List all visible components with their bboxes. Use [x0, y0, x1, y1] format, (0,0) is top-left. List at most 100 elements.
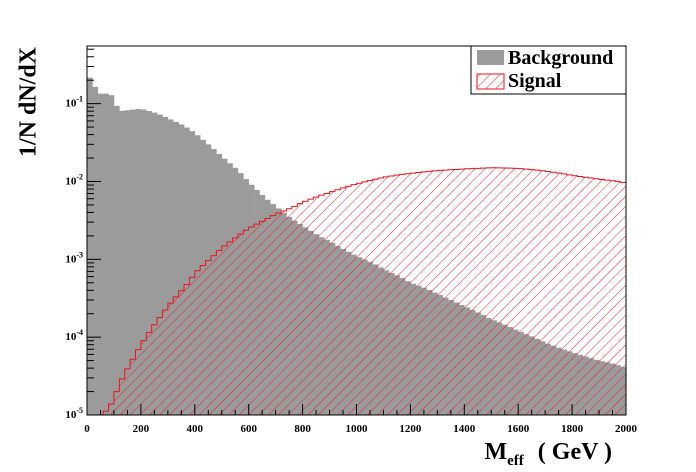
- signal-bar: [496, 167, 503, 415]
- signal-bar: [243, 230, 249, 415]
- legend: Background Signal: [470, 45, 627, 95]
- signal-bar: [577, 176, 584, 415]
- signal-bar: [275, 213, 282, 415]
- signal-bar: [307, 199, 314, 415]
- background-bar: [130, 109, 136, 416]
- signal-bar: [518, 168, 524, 415]
- signal-bar: [329, 191, 336, 415]
- x-tick-label: 1200: [399, 423, 422, 435]
- signal-bar: [561, 173, 568, 415]
- signal-bar: [599, 179, 605, 415]
- signal-bar: [232, 237, 239, 415]
- signal-bar: [205, 260, 212, 415]
- signal-bar: [620, 182, 627, 415]
- signal-bar: [415, 172, 422, 415]
- signal-bar: [248, 226, 255, 415]
- background-bar: [103, 93, 109, 416]
- signal-bar: [356, 183, 363, 415]
- signal-outline: [102, 167, 627, 415]
- signal-bar: [555, 173, 562, 415]
- signal-series: [103, 167, 627, 415]
- signal-bar: [184, 284, 190, 415]
- signal-bar: [178, 290, 185, 415]
- signal-bar: [464, 168, 470, 415]
- x-tick-label: 0: [84, 423, 90, 435]
- signal-bar: [485, 167, 492, 415]
- signal-bar: [388, 176, 395, 415]
- y-axis: 10-5 10-4 10-3 10-2 10-1: [65, 48, 101, 421]
- signal-bar: [566, 174, 573, 415]
- legend-label-background: Background: [508, 47, 613, 69]
- signal-bar: [173, 296, 179, 415]
- signal-bar: [405, 173, 411, 415]
- signal-bar: [378, 177, 384, 415]
- signal-bar: [259, 221, 266, 415]
- signal-bar: [545, 171, 551, 415]
- x-axis: 0 200 400 600 800 1000 1200 1400 1600 1800 2000: [84, 404, 638, 435]
- signal-bar: [458, 169, 465, 415]
- signal-bar: [367, 180, 373, 415]
- signal-bar: [588, 178, 594, 415]
- signal-bar: [313, 197, 320, 415]
- signal-bar: [130, 359, 136, 415]
- background-bar: [140, 109, 147, 416]
- background-bar: [184, 127, 190, 416]
- signal-bar: [113, 391, 120, 415]
- signal-bar: [324, 193, 330, 415]
- signal-bar: [157, 317, 163, 415]
- signal-bar: [108, 403, 115, 415]
- signal-bar: [162, 309, 169, 415]
- signal-bar: [227, 241, 233, 415]
- signal-bar: [604, 180, 611, 415]
- signal-bar: [383, 176, 390, 415]
- signal-bar: [119, 378, 126, 415]
- signal-bar: [502, 167, 508, 415]
- signal-bar: [194, 270, 201, 415]
- background-bar: [119, 110, 126, 415]
- x-axis-title-main: M: [484, 439, 507, 465]
- signal-bar: [151, 324, 158, 415]
- signal-bar: [210, 255, 217, 415]
- background-bar: [135, 109, 142, 415]
- signal-bar: [469, 168, 476, 415]
- y-tick-label: 10-5: [65, 406, 83, 421]
- x-tick-label: 800: [294, 423, 311, 435]
- signal-bar: [399, 174, 406, 415]
- background-bar: [173, 121, 179, 415]
- y-axis-title: 1/N dN/dX: [16, 46, 42, 157]
- background-bar: [157, 114, 163, 416]
- background-bar: [178, 124, 185, 415]
- signal-bar: [216, 250, 223, 415]
- y-tick-label: 10-1: [65, 95, 83, 110]
- signal-bar: [534, 170, 541, 415]
- x-axis-title-unit: ( GeV ): [538, 439, 612, 465]
- background-bar: [167, 119, 174, 415]
- signal-bar: [582, 177, 589, 415]
- background-bar: [124, 110, 131, 415]
- signal-bar: [146, 332, 152, 415]
- x-tick-label: 1600: [507, 423, 530, 435]
- signal-bar: [297, 203, 303, 415]
- x-axis-title-sub: eff: [507, 453, 525, 469]
- legend-swatch-background: [477, 50, 504, 65]
- signal-bar: [394, 175, 400, 415]
- signal-bar: [135, 349, 142, 415]
- x-tick-label: 200: [133, 423, 150, 435]
- signal-bar: [512, 168, 519, 415]
- signal-bar: [372, 179, 379, 415]
- x-tick-label: 1000: [346, 423, 369, 435]
- signal-bar: [572, 175, 578, 415]
- y-tick-label: 10-3: [65, 250, 83, 265]
- signal-bar: [475, 168, 481, 415]
- signal-bar: [291, 206, 298, 415]
- signal-bar: [453, 169, 460, 415]
- background-bar: [92, 86, 99, 415]
- legend-swatch-signal: [476, 73, 505, 90]
- signal-bar: [550, 172, 557, 415]
- signal-bar: [334, 189, 341, 415]
- background-bar: [97, 93, 104, 416]
- signal-bar: [507, 168, 514, 415]
- signal-bar: [491, 167, 497, 415]
- x-tick-label: 400: [187, 423, 204, 435]
- signal-bar: [340, 187, 347, 415]
